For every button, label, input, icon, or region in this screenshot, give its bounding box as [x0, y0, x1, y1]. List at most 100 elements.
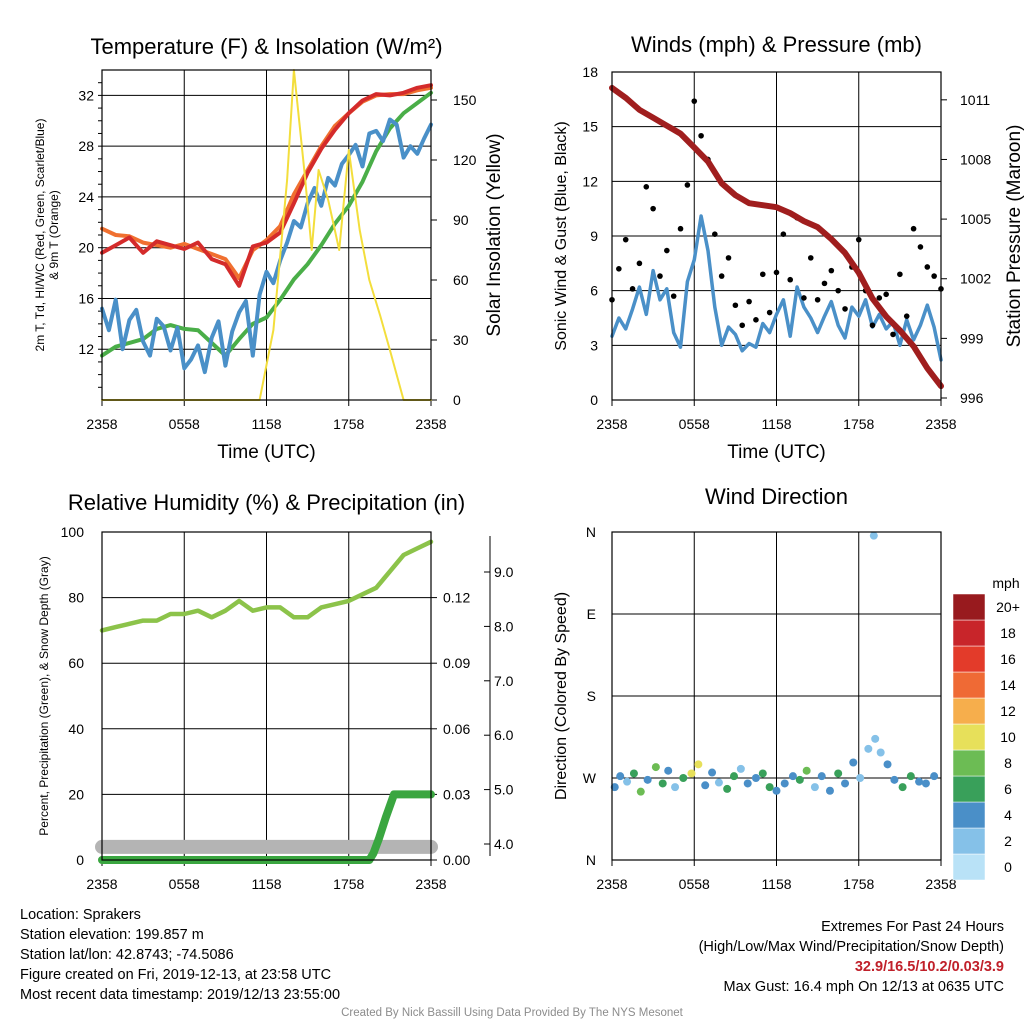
temperature-y2-tick-label: 60: [453, 272, 469, 288]
winds-y-axis-label: Sonic Wind & Gust (Blue, Black): [553, 121, 570, 350]
humidity-y-axis-label: Percent, Precipitation (Green), & Snow D…: [37, 556, 51, 835]
direction-point: [616, 772, 625, 781]
direction-y-tick-label: N: [586, 852, 596, 868]
humidity-y2-tick-label: 0.12: [443, 590, 470, 606]
winds-gust-point: [890, 331, 896, 338]
direction-point: [658, 779, 667, 788]
legend-swatch: [952, 697, 986, 725]
direction-point: [788, 772, 797, 781]
humidity-x-tick-label: 2358: [86, 876, 117, 892]
legend-title: mph: [992, 575, 1019, 591]
winds-gust-point: [801, 295, 807, 301]
humidity-y3-tick-label: 8.0: [494, 618, 514, 634]
direction-point: [856, 774, 865, 782]
winds-gust-point: [924, 264, 931, 270]
temperature-y-tick-label: 24: [78, 189, 94, 205]
humidity-y3-tick-label: 7.0: [494, 673, 514, 689]
direction-x-tick-label: 2358: [596, 876, 627, 892]
temperature-y-axis-label: 2m T, Td, HI/WC (Red, Green, Scarlet/Blu…: [33, 119, 47, 352]
winds-y2-tick-label: 1008: [960, 151, 991, 167]
winds-x-axis-label: Time (UTC): [727, 442, 826, 463]
direction-plot-frame: [611, 531, 942, 861]
extremes-info: Extremes For Past 24 Hours (High/Low/Max…: [699, 917, 1004, 997]
direction-point: [772, 786, 781, 795]
winds-gust-point: [622, 236, 629, 243]
winds-gust-point: [910, 225, 917, 232]
humidity-y-tick-label: 100: [61, 524, 85, 540]
direction-point: [780, 779, 789, 788]
winds-y2-tick-label: 1002: [960, 271, 991, 287]
humidity-y3-tick-label: 9.0: [494, 564, 514, 580]
temperature-x-tick-label: 2358: [86, 416, 117, 432]
winds-gust-point: [903, 313, 910, 319]
winds-sonic-line: [610, 214, 943, 362]
direction-point: [730, 772, 739, 781]
temperature-y2-tick-label: 120: [453, 152, 477, 168]
humidity-y-tick-label: 20: [68, 786, 84, 802]
direction-y-axis-label: Direction (Colored By Speed): [553, 592, 570, 800]
humidity-y2-tick-label: 0.03: [443, 786, 470, 802]
winds-gust-point: [869, 322, 876, 329]
winds-gust-point: [842, 306, 848, 312]
direction-point: [664, 766, 673, 775]
humidity-y2-tick-label: 0.00: [443, 852, 470, 868]
direction-point: [643, 775, 652, 784]
direction-point: [834, 769, 843, 778]
winds-gust-point: [897, 271, 903, 278]
temperature-y2-tick-label: 0: [453, 392, 461, 408]
legend-swatch: [952, 593, 986, 621]
winds-gust-point: [691, 98, 698, 104]
legend-swatch: [952, 827, 986, 855]
legend-swatch: [952, 775, 986, 803]
temperature-x-tick-label: 1158: [251, 416, 281, 432]
legend-label: 16: [1000, 651, 1016, 667]
direction-point: [921, 779, 930, 788]
direction-point: [795, 775, 804, 784]
direction-point: [883, 760, 892, 769]
humidity-y2-tick-label: 0.06: [443, 721, 470, 737]
temperature-x-tick-label: 0558: [169, 416, 200, 432]
direction-point: [701, 781, 710, 790]
humidity-rh-line: [99, 539, 434, 633]
temperature-y-tick-label: 16: [78, 290, 94, 306]
winds-y-tick-label: 18: [582, 64, 598, 80]
winds-y-tick-label: 0: [590, 392, 598, 408]
direction-point: [802, 766, 811, 775]
winds-y-tick-label: 15: [582, 119, 598, 135]
winds-y-tick-label: 12: [582, 173, 598, 189]
direction-point: [736, 764, 745, 773]
winds-y2-tick-label: 1005: [960, 211, 991, 227]
winds-gust-point: [677, 225, 684, 232]
legend-swatch: [952, 645, 986, 673]
legend-swatch: [952, 723, 986, 751]
extremes-values: 32.9/16.5/10.2/0.03/3.9: [854, 959, 1004, 975]
winds-y2-axis-label: Station Pressure (Maroon): [1004, 125, 1024, 348]
direction-y-tick-label: S: [587, 688, 596, 704]
temperature-y-tick-label: 20: [78, 240, 94, 256]
direction-y-tick-label: N: [586, 524, 596, 540]
humidity-y-tick-label: 80: [68, 590, 84, 606]
winds-gust-point: [712, 231, 718, 237]
station-latlon: Station lat/lon: 42.8743; -74.5086: [20, 947, 234, 963]
temperature-y-tick-label: 12: [78, 341, 94, 357]
winds-y-tick-label: 6: [590, 283, 598, 299]
legend-label: 12: [1000, 703, 1016, 719]
direction-y-tick-label: W: [583, 770, 597, 786]
temperature-series-line: [100, 83, 433, 288]
temperature-title: Temperature (F) & Insolation (W/m²): [90, 34, 442, 59]
direction-x-tick-label: 2358: [925, 876, 956, 892]
direction-point: [694, 760, 703, 769]
direction-point: [817, 772, 826, 781]
direction-point: [930, 772, 939, 781]
legend-label: 0: [1004, 859, 1012, 875]
direction-point: [708, 768, 717, 777]
humidity-y3-tick-label: 5.0: [494, 782, 514, 798]
direction-point: [687, 769, 696, 778]
temperature-y2-axis-label: Solar Insolation (Yellow): [484, 133, 505, 336]
extremes-heading: Extremes For Past 24 Hours: [821, 919, 1004, 935]
winds-gust-point: [643, 184, 650, 190]
direction-point: [849, 758, 858, 767]
humidity-title: Relative Humidity (%) & Precipitation (i…: [68, 490, 465, 515]
direction-point: [915, 777, 924, 786]
winds-gust-point: [684, 182, 691, 188]
